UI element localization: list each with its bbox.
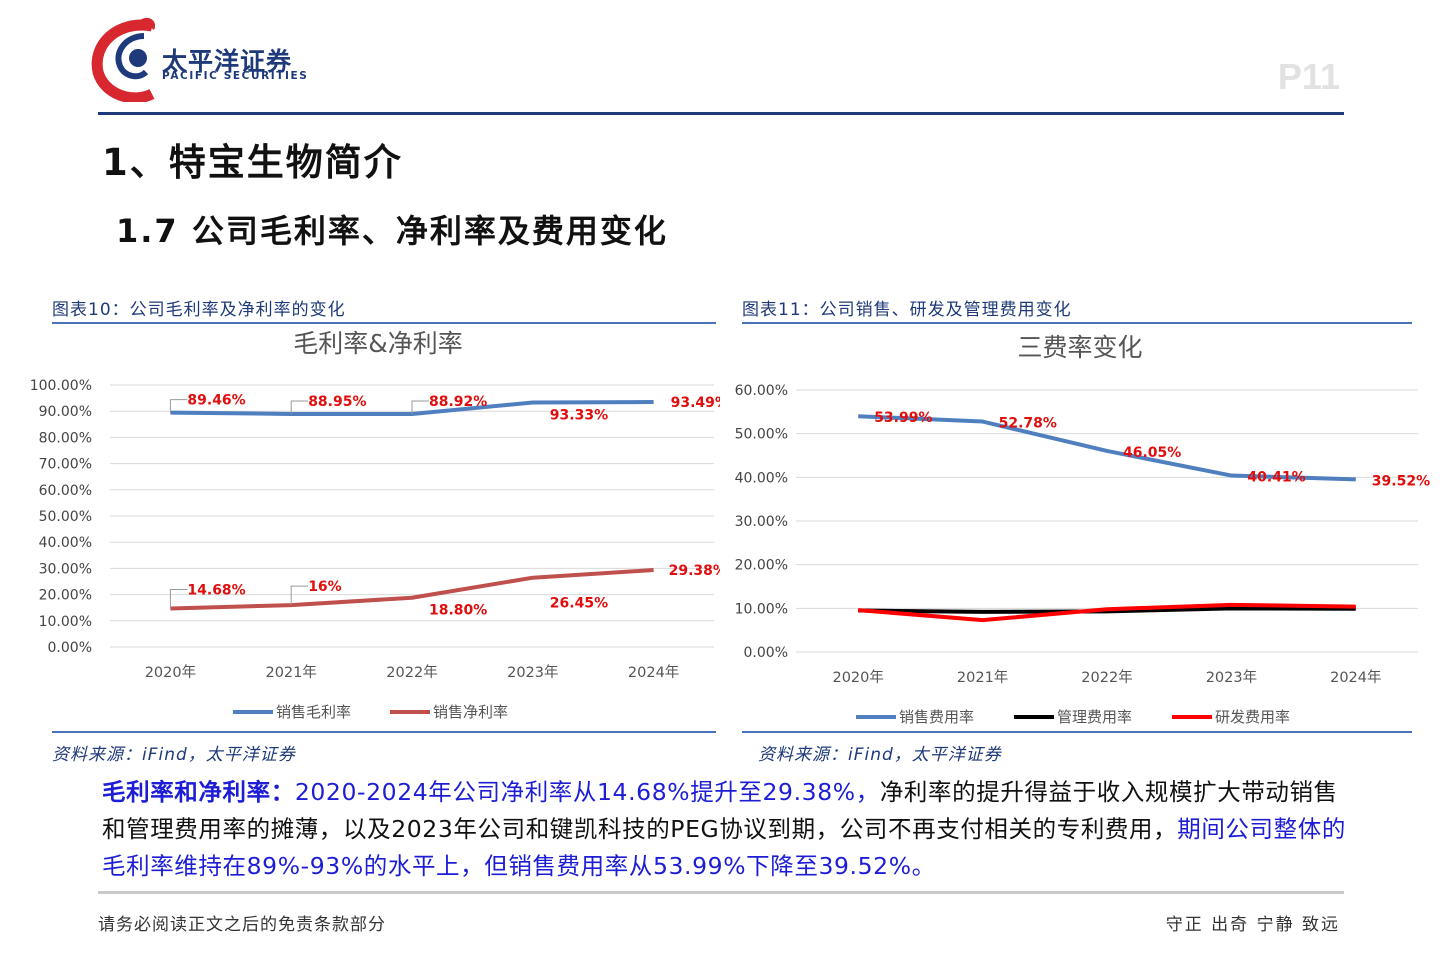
chart-title: 毛利率&净利率 [293,329,463,358]
x-tick-label: 2023年 [507,664,558,681]
data-label-leader [169,399,188,413]
brand-name-cn: 太平洋证券 [162,47,293,76]
x-tick-label: 2022年 [1081,669,1132,686]
data-label: 18.80% [429,603,487,619]
y-tick-label: 60.00% [735,383,788,399]
data-label-leader [290,400,309,414]
figure11-source: 资料来源：iFind，太平洋证券 [758,745,1002,765]
data-label: 93.49% [671,395,720,411]
y-tick-label: 50.00% [39,509,92,525]
y-tick-label: 80.00% [39,430,92,446]
y-tick-label: 100.00% [30,378,92,394]
page-number: P11 [1277,56,1340,97]
paragraph-part1: 2020-2024年公司净利率从14.68%提升至29.38%， [294,778,880,806]
data-label: 89.46% [187,393,245,409]
y-tick-label: 40.00% [735,470,788,486]
data-label: 14.68% [187,583,245,599]
legend-label: 销售净利率 [433,703,508,721]
data-label: 93.33% [550,407,608,423]
legend-label: 研发费用率 [1215,708,1290,726]
legend-label: 管理费用率 [1057,708,1132,726]
figure11-caption: 图表11：公司销售、研发及管理费用变化 [742,300,1072,320]
header-divider [98,112,1344,115]
section-heading: 1、特宝生物简介 [102,141,403,184]
x-tick-label: 2021年 [265,664,316,681]
series-line-研发费用率 [858,602,1356,623]
y-tick-label: 0.00% [744,645,788,661]
y-tick-label: 10.00% [39,614,92,630]
data-label: 52.78% [999,416,1057,432]
data-label: 39.52% [1372,473,1430,489]
legend-label: 销售费用率 [899,708,974,726]
data-label: 88.95% [308,394,366,410]
chart-title: 三费率变化 [1017,333,1142,362]
paragraph-part3: 期间公司整体的毛利率维持在89%-93%的水平上，但销售费用率从53.99%下降… [102,815,1346,880]
data-label: 16% [308,579,342,595]
y-tick-label: 0.00% [48,640,92,656]
analysis-paragraph: 毛利率和净利率：2020-2024年公司净利率从14.68%提升至29.38%，… [102,774,1352,885]
y-tick-label: 30.00% [39,561,92,577]
figure10-bottom-rule [52,731,716,733]
series-line-管理费用率 [858,606,1356,614]
gross-net-margin-chart: 毛利率&净利率 0.00% 10.00% 20.00% 30.00% 40.00% 50.0… [30,329,720,721]
figure10-caption: 图表10：公司毛利率及净利率的变化 [52,300,346,320]
x-tick-label: 2024年 [628,664,679,681]
data-label: 46.05% [1123,445,1181,461]
footer-motto: 守正 出奇 宁静 致远 [1165,915,1340,935]
y-tick-label: 20.00% [735,558,788,574]
footer-disclaimer: 请务必阅读正文之后的免责条款部分 [98,915,386,935]
y-tick-label: 10.00% [735,601,788,617]
expense-ratio-chart: 三费率变化 0.00% 10.00% 20.00% 30.00% 40.00% 50.00%… [735,333,1430,726]
paragraph-part2: 净利率的提升得益于收入规模扩大带动销售和管理费用率的摊薄，以及2023年公司和键… [102,778,1338,843]
series-line-销售净利率 [170,568,654,611]
y-tick-label: 90.00% [39,404,92,420]
y-tick-label: 60.00% [39,483,92,499]
legend-label: 销售毛利率 [276,703,351,721]
data-label: 29.38% [669,563,720,579]
data-label-leader [169,589,188,609]
data-label-leader [290,585,309,606]
figure11-caption-rule [742,322,1412,324]
figure10-source: 资料来源：iFind，太平洋证券 [52,745,296,765]
y-tick-label: 50.00% [735,427,788,443]
data-label: 88.92% [429,394,487,410]
x-tick-label: 2022年 [386,664,437,681]
figure10-caption-rule [52,322,716,324]
figure11-bottom-rule [742,731,1412,733]
series-line-销售费用率 [858,414,1356,482]
x-tick-label: 2021年 [957,669,1008,686]
x-tick-label: 2020年 [145,664,196,681]
data-label-leader [411,400,429,415]
footer-divider [98,891,1344,894]
y-tick-label: 30.00% [735,514,788,530]
x-tick-label: 2020年 [832,669,883,686]
data-label: 53.99% [874,410,932,426]
y-tick-label: 40.00% [39,535,92,551]
data-label: 40.41% [1247,470,1305,486]
y-tick-label: 70.00% [39,457,92,473]
x-tick-label: 2023年 [1206,669,1257,686]
data-label: 26.45% [550,596,608,612]
x-tick-label: 2024年 [1330,669,1381,686]
pacific-securities-logo [91,17,156,102]
brand-name-en: PACIFIC SECURITIES [162,70,309,82]
paragraph-lead: 毛利率和净利率： [102,778,295,806]
subsection-heading: 1.7 公司毛利率、净利率及费用变化 [116,212,668,250]
y-tick-label: 20.00% [39,588,92,604]
